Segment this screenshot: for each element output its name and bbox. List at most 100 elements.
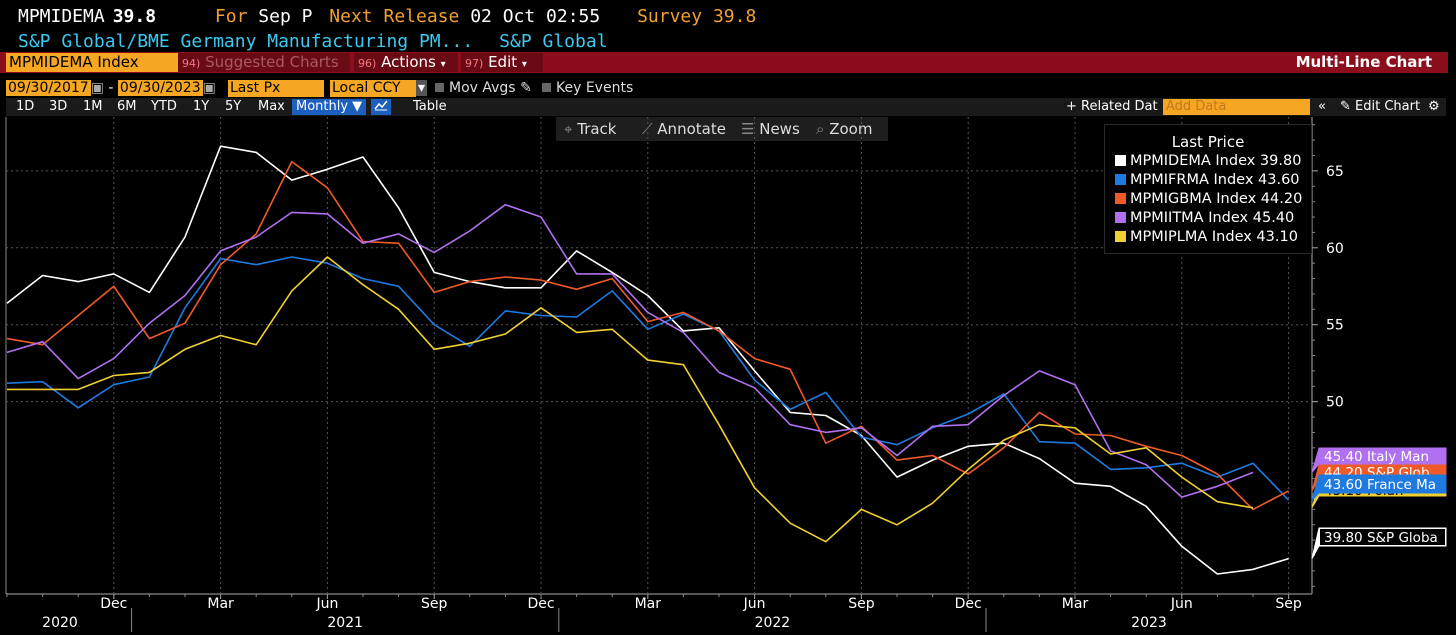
start-date-field[interactable]: 09/30/2017: [6, 80, 91, 96]
for-value: Sep P: [258, 6, 313, 27]
suggested-charts-button[interactable]: 94) Suggested Charts: [178, 53, 350, 72]
source-text: S&P Global: [499, 31, 608, 52]
end-label-text: 43.60 France Ma: [1324, 477, 1436, 493]
currency-select[interactable]: Local CCY ▾: [330, 80, 428, 97]
period-5y[interactable]: 5Y: [225, 99, 242, 114]
calendar-icon[interactable]: ▣: [202, 80, 216, 96]
checkbox-icon: [435, 83, 444, 92]
crosshair-icon: ⌖: [564, 120, 573, 138]
x-tick-label: Jun: [1170, 596, 1193, 612]
x-tick-label: Dec: [955, 596, 982, 612]
key-events-toggle[interactable]: Key Events: [542, 80, 633, 97]
series-line: [7, 256, 1254, 543]
x-axis: Dec Mar Jun Sep Dec Mar Jun Sep Dec Mar Jun Sep 2020…: [6, 594, 1302, 632]
key-events-label: Key Events: [556, 80, 634, 96]
suggested-num: 94): [182, 57, 201, 70]
x-year-label: 2023: [1131, 615, 1167, 631]
ticker: MPMIDEMA: [18, 6, 105, 27]
related-data-button[interactable]: + Related Dat: [1066, 99, 1158, 114]
x-year-label: 2022: [755, 615, 791, 631]
table-button[interactable]: Table: [413, 99, 447, 114]
edit-chart-button[interactable]: ✎ Edit Chart: [1340, 99, 1420, 115]
y-tick-label: 65: [1326, 164, 1344, 180]
survey-label: Survey: [637, 6, 703, 27]
period-1d[interactable]: 1D: [16, 99, 35, 114]
series-line: [6, 160, 1289, 511]
end-label-box: [1310, 474, 1447, 502]
x-year-label: 2021: [327, 615, 363, 631]
legend-item[interactable]: MPMIDEMA Index 39.80: [1115, 153, 1301, 169]
currency-value: Local CCY: [330, 80, 416, 97]
x-tick-label: Mar: [207, 596, 234, 612]
y-axis: 50 55 60 65: [1312, 124, 1344, 587]
calendar-icon[interactable]: ▣: [90, 80, 104, 96]
x-tick-label: Sep: [1275, 596, 1302, 612]
annotate-icon: ⟋: [642, 120, 653, 138]
caret-down-icon: ▾: [521, 59, 527, 70]
legend-swatch: [1115, 193, 1126, 204]
checkbox-icon: [542, 83, 551, 92]
legend-item[interactable]: MPMIFRMA Index 43.60: [1115, 172, 1300, 188]
security-field[interactable]: MPMIDEMA Index: [6, 53, 179, 72]
chart-tools: [556, 117, 888, 141]
actions-label: Actions: [381, 53, 436, 71]
x-tick-label: Jun: [315, 596, 338, 612]
legend-label: MPMIITMA Index 45.40: [1130, 210, 1295, 226]
end-label-box: [1311, 447, 1447, 473]
annotate-tool[interactable]: ⟋ Annotate: [642, 120, 726, 138]
legend-label: MPMIGBMA Index 44.20: [1130, 191, 1303, 207]
series-line: [6, 145, 1289, 575]
for-label: For: [214, 6, 248, 27]
field-select[interactable]: Last Px: [228, 80, 324, 97]
legend-swatch: [1115, 155, 1126, 166]
legend-item[interactable]: MPMIPLMA Index 43.10: [1115, 229, 1298, 245]
collapse-icon[interactable]: «: [1318, 99, 1326, 114]
track-tool[interactable]: ⌖ Track: [564, 120, 617, 138]
edit-chart-label: Edit Chart: [1355, 99, 1421, 114]
period-3d[interactable]: 3D: [49, 99, 68, 114]
legend-item[interactable]: MPMIGBMA Index 44.20: [1115, 191, 1302, 207]
period-1m[interactable]: 1M: [83, 99, 103, 114]
series-lines: [6, 145, 1290, 575]
period-1y[interactable]: 1Y: [193, 99, 210, 114]
edit-menu[interactable]: 97) Edit ▾: [461, 53, 543, 72]
y-tick-label: 50: [1326, 395, 1344, 411]
legend-label: MPMIPLMA Index 43.10: [1130, 229, 1298, 245]
news-icon: ☰: [741, 120, 755, 138]
legend-item[interactable]: MPMIITMA Index 45.40: [1115, 210, 1294, 226]
field-value: Last Px: [228, 80, 324, 97]
edit-label: Edit: [488, 53, 518, 71]
news-tool[interactable]: ☰ News: [741, 120, 800, 138]
period-ytd[interactable]: YTD: [151, 99, 177, 114]
next-release-value: 02 Oct 02:55: [470, 6, 601, 27]
frequency-select[interactable]: Monthly ▼: [292, 99, 367, 115]
line-chart-icon[interactable]: [371, 99, 391, 115]
x-tick-label: Dec: [100, 596, 127, 612]
annotate-label: Annotate: [657, 120, 726, 138]
end-label-inner: [1320, 529, 1445, 545]
period-max[interactable]: Max: [258, 99, 285, 114]
end-label: 43.60 France Ma: [1310, 474, 1447, 502]
news-label: News: [759, 120, 800, 138]
security-description: S&P Global/BME Germany Manufacturing PM.…: [18, 31, 608, 52]
end-date-field[interactable]: 09/30/2023: [117, 80, 203, 96]
x-year-label: 2020: [42, 615, 78, 631]
pencil-icon[interactable]: ✎: [520, 80, 532, 96]
mov-avgs-label: Mov Avgs: [449, 80, 516, 96]
actions-menu[interactable]: 96) Actions ▾: [354, 53, 458, 72]
add-data-input[interactable]: Add Data: [1163, 99, 1310, 115]
period-6m[interactable]: 6M: [117, 99, 137, 114]
y-tick-label: 55: [1326, 318, 1344, 334]
gear-icon[interactable]: ⚙: [1428, 99, 1440, 114]
date-range: 09/30/2017 ▣ - 09/30/2023 ▣: [6, 80, 216, 97]
end-label: 39.80 S&P Globa: [1311, 527, 1447, 559]
legend-swatch: [1115, 174, 1126, 185]
chevron-down-icon: ▾: [416, 80, 428, 96]
last-value: 39.8: [112, 6, 157, 27]
end-label-text: 45.40 Italy Man: [1324, 449, 1429, 465]
x-tick-label: Sep: [421, 596, 448, 612]
mov-avgs-toggle[interactable]: Mov Avgs ✎: [435, 80, 532, 97]
x-tick-label: Sep: [848, 596, 875, 612]
chart-legend: Last Price MPMIDEMA Index 39.80 MPMIFRMA…: [1104, 124, 1312, 254]
